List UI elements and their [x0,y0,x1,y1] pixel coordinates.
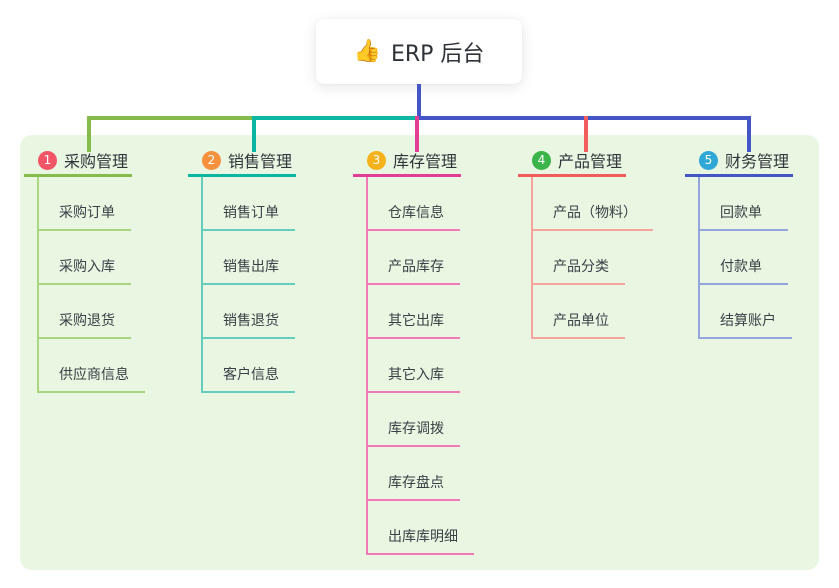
branch-node-inventory[interactable]: 3 库存管理 [353,146,461,177]
branch-column-inventory: 3 库存管理 仓库信息 产品库存 其它出库 其它入库 库存调拨 库存盘点 出库库… [353,146,474,555]
mindmap-node[interactable]: 采购订单 [39,177,131,231]
branch-number-badge: 2 [202,150,221,170]
branch-node-finance[interactable]: 5 财务管理 [685,146,793,177]
mindmap-node[interactable]: 库存盘点 [368,447,460,501]
branch-children: 仓库信息 产品库存 其它出库 其它入库 库存调拨 库存盘点 出库库明细 [366,177,474,555]
connector-segment-sales [252,116,417,120]
root-connector-line [417,84,421,120]
branch-children: 销售订单 销售出库 销售退货 客户信息 [201,177,296,393]
mindmap-node[interactable]: 采购退货 [39,285,131,339]
root-node[interactable]: 👍 ERP 后台 [316,19,522,84]
branch-children: 产品（物料） 产品分类 产品单位 [531,177,653,339]
connector-segment-purchase [87,116,252,120]
branch-children: 采购订单 采购入库 采购退货 供应商信息 [37,177,145,393]
mindmap-node[interactable]: 产品分类 [533,231,625,285]
branch-number-badge: 4 [532,150,551,170]
branch-column-purchase: 1 采购管理 采购订单 采购入库 采购退货 供应商信息 [24,146,145,393]
branch-label: 采购管理 [64,152,129,171]
branch-number-badge: 1 [38,150,57,170]
mindmap-node[interactable]: 回款单 [700,177,788,231]
mindmap-node[interactable]: 产品库存 [368,231,460,285]
drop-line-sales [252,116,256,152]
branch-children: 回款单 付款单 结算账户 [698,177,793,339]
mindmap-node[interactable]: 结算账户 [700,285,792,339]
mindmap-node[interactable]: 付款单 [700,231,788,285]
thumbs-up-icon: 👍 [353,39,381,64]
mindmap-node[interactable]: 库存调拨 [368,393,460,447]
branch-node-purchase[interactable]: 1 采购管理 [24,146,132,177]
drop-line-purchase [87,116,91,152]
branch-label: 产品管理 [558,152,623,171]
branch-number-badge: 5 [699,150,718,170]
branches-panel [20,135,819,570]
branch-column-finance: 5 财务管理 回款单 付款单 结算账户 [685,146,793,339]
drop-line-product [584,116,588,152]
mindmap-node[interactable]: 仓库信息 [368,177,460,231]
drop-line-inventory [415,116,419,152]
branch-label: 销售管理 [228,152,293,171]
mindmap-node[interactable]: 销售出库 [203,231,295,285]
mindmap-node[interactable]: 销售退货 [203,285,295,339]
root-title: ERP 后台 [390,41,485,67]
mindmap-node[interactable]: 产品（物料） [533,177,653,231]
branch-label: 库存管理 [393,152,458,171]
mindmap-node[interactable]: 出库库明细 [368,501,474,555]
branch-number-badge: 3 [367,150,386,170]
branch-label: 财务管理 [725,152,790,171]
branch-node-product[interactable]: 4 产品管理 [518,146,626,177]
mindmap-node[interactable]: 销售订单 [203,177,295,231]
branch-node-sales[interactable]: 2 销售管理 [188,146,296,177]
mindmap-node[interactable]: 其它入库 [368,339,460,393]
mindmap-node[interactable]: 采购入库 [39,231,131,285]
branch-column-sales: 2 销售管理 销售订单 销售出库 销售退货 客户信息 [188,146,296,393]
mindmap-node[interactable]: 其它出库 [368,285,460,339]
branch-column-product: 4 产品管理 产品（物料） 产品分类 产品单位 [518,146,653,339]
mindmap-node[interactable]: 供应商信息 [39,339,145,393]
drop-line-finance [747,116,751,152]
mindmap-node[interactable]: 客户信息 [203,339,295,393]
mindmap-node[interactable]: 产品单位 [533,285,625,339]
